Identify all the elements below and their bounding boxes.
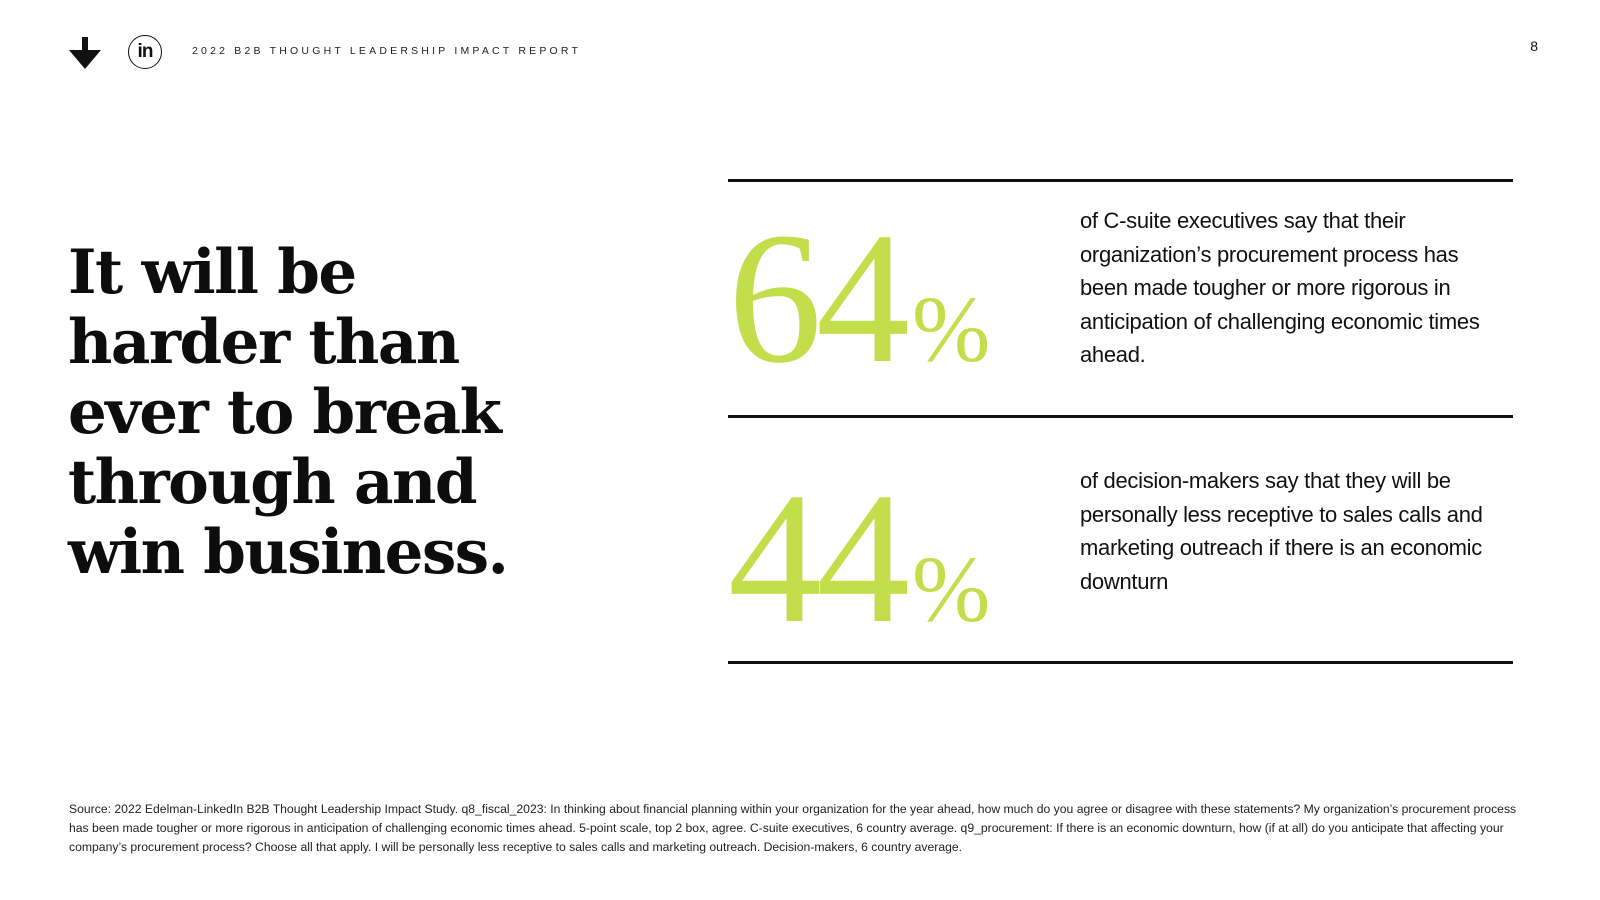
source-footnote: Source: 2022 Edelman-LinkedIn B2B Though…	[69, 802, 1517, 854]
report-title: 2022 B2B THOUGHT LEADERSHIP IMPACT REPOR…	[192, 45, 582, 57]
stat-block-1: 64 % of C-suite executives say that thei…	[728, 204, 1513, 392]
stat-value-2: 44	[728, 453, 910, 662]
stat-block-2: 44 % of decision-makers say that they wi…	[728, 464, 1513, 652]
page-number: 8	[1530, 38, 1538, 54]
stat-description-2: of decision-makers say that they will be…	[1080, 468, 1483, 594]
divider-bottom	[728, 661, 1513, 664]
linkedin-icon[interactable]: in	[128, 35, 162, 69]
stat-number-2: 44 %	[728, 464, 1080, 652]
stat-number-1: 64 %	[728, 204, 1080, 392]
headline: It will be harder than ever to break thr…	[68, 237, 509, 588]
linkedin-glyph: in	[137, 41, 154, 62]
arrow-down-right-icon	[69, 37, 101, 69]
stat-percent-sign-2: %	[912, 538, 991, 642]
stat-value-1: 64	[728, 193, 910, 402]
divider-top	[728, 179, 1513, 182]
stat-percent-sign-1: %	[912, 278, 991, 382]
stat-description-1: of C-suite executives say that their org…	[1080, 208, 1480, 367]
divider-middle	[728, 415, 1513, 418]
